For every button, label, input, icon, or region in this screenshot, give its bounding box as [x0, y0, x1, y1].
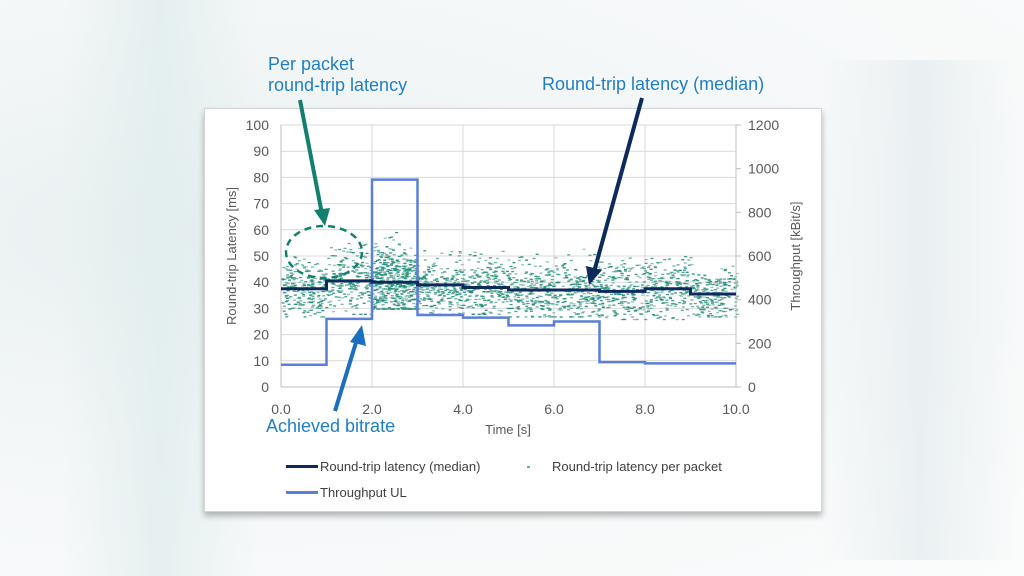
legend-median-swatch — [286, 465, 318, 468]
background-blur-right — [820, 60, 1020, 560]
y-right-tick-label: 1200 — [748, 117, 779, 133]
arrow-median — [586, 97, 644, 285]
arrow-bitrate — [333, 325, 366, 412]
x-tick-label: 4.0 — [453, 401, 473, 417]
y-right-tick-label: 800 — [748, 204, 772, 220]
y-left-tick-label: 30 — [253, 300, 269, 316]
throughput-ul-line — [281, 178, 736, 366]
arrow-head-icon — [314, 208, 330, 226]
legend-item-throughput: Throughput UL — [286, 485, 407, 500]
y-left-tick-label: 40 — [253, 274, 269, 290]
y-right-tick-label: 400 — [748, 292, 772, 308]
legend-item-per-packet: Round-trip latency per packet — [515, 459, 722, 474]
arrow-per-packet — [298, 99, 330, 226]
legend-item-median: Round-trip latency (median) — [286, 459, 480, 474]
y-left-tick-label: 100 — [246, 117, 270, 133]
y-left-tick-label: 10 — [253, 353, 269, 369]
legend-throughput-swatch — [286, 491, 318, 494]
median-latency-line — [281, 279, 736, 296]
x-tick-label: 10.0 — [722, 401, 749, 417]
y-right-tick-label: 200 — [748, 335, 772, 351]
y-left-tick-label: 90 — [253, 143, 269, 159]
annotation-bitrate: Achieved bitrate — [266, 416, 396, 436]
legend-throughput-label: Throughput UL — [320, 485, 407, 500]
x-tick-label: 2.0 — [362, 401, 382, 417]
chart-frame — [204, 108, 822, 512]
x-tick-label: 0.0 — [271, 401, 291, 417]
legend-median-label: Round-trip latency (median) — [320, 459, 481, 474]
outlier-dashed-ellipse — [284, 224, 364, 280]
y-left-tick-label: 20 — [253, 327, 269, 343]
y-left-tick-label: 0 — [261, 379, 269, 395]
y-axis-left-title: Round-trip Latency [ms] — [224, 187, 239, 325]
y-left-tick-label: 60 — [253, 222, 269, 238]
arrow-head-icon — [586, 266, 602, 285]
x-axis-title: Time [s] — [485, 422, 531, 437]
annotation-per-packet-line2: round-trip latency — [268, 75, 408, 95]
y-axis-right-title: Throughput [kBit/s] — [788, 201, 803, 310]
x-tick-label: 6.0 — [544, 401, 564, 417]
y-right-tick-label: 1000 — [748, 161, 779, 177]
annotation-per-packet: Per packet round-trip latency — [268, 54, 407, 96]
y-left-tick-label: 70 — [253, 196, 269, 212]
y-right-tick-label: 0 — [748, 379, 756, 395]
arrow-head-icon — [350, 325, 366, 346]
legend-per-packet-label: Round-trip latency per packet — [552, 459, 722, 474]
legend-per-packet-marker — [527, 465, 530, 468]
tick-labels: 0102030405060708090100020040060080010001… — [246, 117, 780, 417]
gridlines — [280, 124, 737, 388]
y-left-tick-label: 80 — [253, 169, 269, 185]
y-right-tick-label: 600 — [748, 248, 772, 264]
annotation-per-packet-line1: Per packet — [268, 54, 355, 74]
annotation-median: Round-trip latency (median) — [542, 74, 765, 94]
per-packet-scatter — [281, 231, 739, 321]
x-tick-label: 8.0 — [635, 401, 655, 417]
y-left-tick-label: 50 — [253, 248, 269, 264]
